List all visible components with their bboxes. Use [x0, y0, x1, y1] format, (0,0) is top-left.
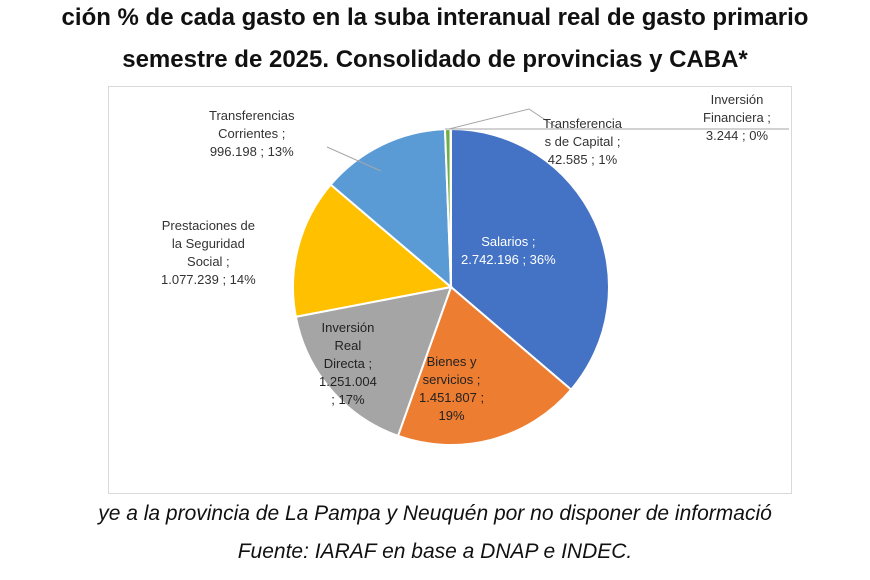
chart-title-line1: ción % de cada gasto en la suba interanu… — [61, 4, 809, 31]
source-note: Fuente: IARAF en base a DNAP e INDEC. — [237, 540, 633, 563]
label-prestaciones: Prestaciones de la Seguridad Social ; 1.077… — [161, 218, 256, 287]
chart-title-line2: semestre de 2025. Consolidado de provinc… — [122, 46, 748, 73]
pie-slice-bienes-y-servicios — [396, 285, 573, 446]
footnote: ye a la provincia de La Pampa y Neuquén … — [98, 502, 772, 525]
pie-slice-prestaciones-de-la-seguridad-social — [292, 183, 454, 318]
label-inversion-financiera: Inversión Financiera ; 3.244 ; 0% — [703, 92, 771, 143]
pie-chart — [292, 108, 789, 446]
pie-slice-inversi-n-real-directa — [294, 285, 453, 438]
label-salarios: Salarios ; 2.742.196 ; 36% — [461, 234, 556, 267]
leader-line — [326, 146, 382, 172]
pie-slice-transferencias-corrientes — [329, 128, 453, 290]
label-bienes: Bienes y servicios ; 1.451.807 ; 19% — [419, 354, 485, 423]
leader-line — [448, 108, 560, 130]
pie-slice-salarios — [450, 127, 610, 392]
chart-area: Salarios ; 2.742.196 ; 36% Bienes y servic… — [108, 86, 792, 494]
label-transf-capital: Transferencia s de Capital ; 42.585 ; 1% — [543, 116, 622, 167]
label-transf-corrientes: Transferencias Corrientes ; 996.198 ; 13% — [209, 108, 295, 159]
label-inversion-real: Inversión Real Directa ; 1.251.004; 17% — [319, 320, 377, 407]
